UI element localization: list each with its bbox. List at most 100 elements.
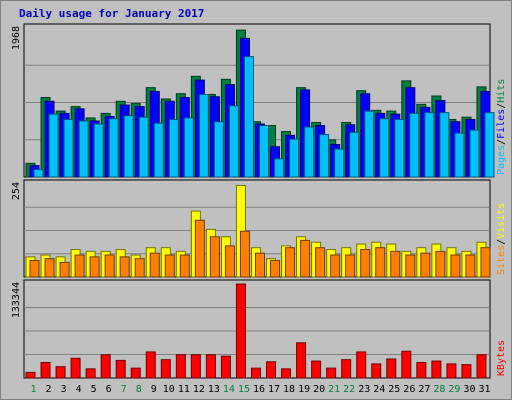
bar-kbytes-day-24 [371, 363, 382, 379]
legend-separator: / [496, 139, 507, 145]
day-label-17: 17 [268, 384, 280, 395]
bar-pages-day-15 [243, 56, 254, 178]
legend-hits: Hits [496, 79, 507, 103]
bar-sites-day-2 [44, 258, 55, 278]
bar-kbytes-day-29 [446, 363, 457, 379]
bar-pages-day-19 [304, 126, 315, 178]
day-label-20: 20 [313, 384, 325, 395]
day-label-28: 28 [433, 384, 445, 395]
day-label-6: 6 [106, 384, 112, 395]
bar-sites-day-10 [164, 254, 175, 278]
bar-pages-day-16 [258, 125, 269, 178]
day-label-13: 13 [208, 384, 220, 395]
day-label-2: 2 [46, 384, 52, 395]
day-label-10: 10 [163, 384, 175, 395]
bar-pages-day-17 [274, 158, 285, 178]
bar-kbytes-day-1 [25, 371, 36, 379]
panel-hits-ymax-label: 1968 [11, 26, 22, 50]
bar-kbytes-day-12 [190, 354, 201, 379]
day-label-1: 1 [31, 384, 37, 395]
panel-hits-legend: Pages/Files/Hits [496, 79, 507, 175]
bar-pages-day-28 [439, 112, 450, 178]
bar-pages-day-30 [469, 129, 480, 178]
bar-kbytes-day-30 [461, 364, 472, 379]
bar-kbytes-day-9 [145, 351, 156, 379]
day-label-12: 12 [193, 384, 205, 395]
bar-sites-day-8 [134, 258, 145, 278]
day-label-31: 31 [478, 384, 490, 395]
bar-sites-day-22 [345, 254, 356, 278]
bar-sites-day-28 [435, 250, 446, 278]
chart-title: Daily usage for January 2017 [19, 7, 204, 20]
panel-visits-legend: Sites/Visits [496, 203, 507, 275]
bar-pages-day-25 [394, 118, 405, 178]
bar-pages-day-4 [78, 120, 89, 178]
bar-kbytes-day-17 [266, 361, 277, 379]
day-label-7: 7 [121, 384, 127, 395]
bar-kbytes-day-7 [115, 359, 126, 379]
bar-pages-day-14 [228, 105, 239, 178]
bar-sites-day-12 [194, 219, 205, 278]
bar-sites-day-19 [300, 239, 311, 278]
bar-kbytes-day-18 [281, 368, 292, 379]
bar-sites-day-17 [270, 260, 281, 278]
bar-sites-day-31 [480, 247, 491, 278]
bar-sites-day-6 [104, 254, 115, 278]
bar-sites-day-4 [74, 254, 85, 278]
bar-sites-day-14 [224, 245, 235, 278]
bar-kbytes-day-23 [356, 351, 367, 379]
bar-sites-day-15 [239, 230, 250, 278]
day-label-30: 30 [463, 384, 475, 395]
day-label-14: 14 [223, 384, 235, 395]
bar-pages-day-23 [364, 110, 375, 178]
bar-kbytes-day-21 [326, 367, 337, 379]
bar-kbytes-day-5 [85, 368, 96, 379]
day-label-9: 9 [151, 384, 157, 395]
bar-pages-day-9 [153, 122, 164, 178]
bar-kbytes-day-8 [130, 367, 141, 379]
day-label-22: 22 [343, 384, 355, 395]
bar-pages-day-3 [63, 118, 74, 178]
panel-kbytes: 133344 KBytes [11, 279, 507, 379]
legend-sites: Sites [496, 245, 507, 275]
bar-sites-day-25 [390, 250, 401, 278]
bar-sites-day-9 [149, 252, 160, 278]
legend-pages: Pages [496, 145, 507, 175]
bar-kbytes-day-13 [205, 354, 216, 379]
bar-kbytes-day-27 [416, 361, 427, 379]
day-label-11: 11 [178, 384, 190, 395]
bar-pages-day-13 [213, 121, 224, 178]
day-label-21: 21 [328, 384, 340, 395]
bar-sites-day-7 [119, 256, 130, 278]
bar-sites-day-16 [254, 252, 265, 278]
bar-pages-day-2 [48, 113, 59, 178]
bar-pages-day-21 [334, 148, 345, 178]
bar-pages-day-26 [409, 112, 420, 178]
bar-pages-day-31 [484, 112, 495, 178]
day-label-3: 3 [61, 384, 67, 395]
day-label-24: 24 [373, 384, 385, 395]
bar-kbytes-day-2 [40, 361, 51, 379]
bar-pages-day-8 [138, 116, 149, 178]
bar-kbytes-day-20 [311, 360, 322, 379]
day-label-25: 25 [388, 384, 400, 395]
day-label-18: 18 [283, 384, 295, 395]
bar-kbytes-day-6 [100, 354, 111, 379]
panel-kbytes-legend: KBytes [496, 340, 507, 376]
bar-pages-day-20 [319, 134, 330, 178]
day-label-15: 15 [238, 384, 250, 395]
bar-kbytes-day-10 [160, 359, 171, 379]
legend-files: Files [496, 109, 507, 139]
day-label-4: 4 [76, 384, 82, 395]
bar-kbytes-day-28 [431, 360, 442, 379]
bar-kbytes-day-25 [386, 358, 397, 379]
bar-sites-day-1 [29, 260, 40, 278]
bar-pages-day-27 [424, 112, 435, 178]
bar-sites-day-21 [330, 254, 341, 278]
day-label-23: 23 [358, 384, 370, 395]
bar-kbytes-day-4 [70, 357, 81, 379]
panel-visits: 254 Sites/Visits [11, 179, 507, 278]
bar-sites-day-5 [89, 256, 100, 278]
bar-sites-day-18 [285, 247, 296, 278]
legend-kbytes: KBytes [496, 340, 507, 376]
